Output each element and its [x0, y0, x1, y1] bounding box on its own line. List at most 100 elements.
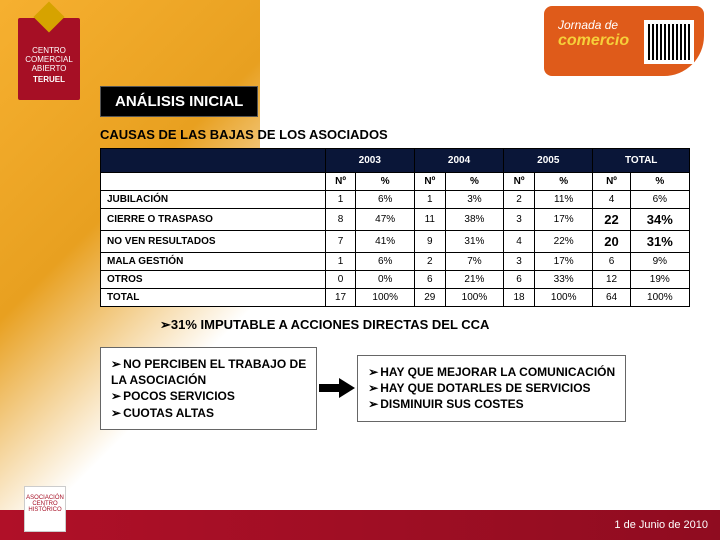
cell: 6%	[630, 191, 689, 209]
cell: 8	[325, 209, 356, 231]
cell: 4	[593, 191, 630, 209]
cell: 31%	[445, 231, 503, 253]
note-31pct: ➢31% IMPUTABLE A ACCIONES DIRECTAS DEL C…	[160, 317, 700, 333]
logo-line: TERUEL	[18, 75, 80, 84]
sub-header: %	[356, 173, 414, 191]
cell: 3	[504, 209, 535, 231]
cell: 4	[504, 231, 535, 253]
left-item: ➢POCOS SERVICIOS	[111, 388, 306, 404]
cell: 11%	[534, 191, 592, 209]
footer-date: 1 de Junio de 2010	[614, 519, 708, 531]
left-item: ➢NO PERCIBEN EL TRABAJO DE	[111, 356, 306, 372]
cell: 9%	[630, 253, 689, 271]
cell: 34%	[630, 209, 689, 231]
left-item: ➢CUOTAS ALTAS	[111, 405, 306, 421]
table-row: CIERRE O TRASPASO847%1138%317%2234%	[101, 209, 690, 231]
sub-header: Nº	[593, 173, 630, 191]
cell: 22	[593, 209, 630, 231]
slide-content: ANÁLISIS INICIAL CAUSAS DE LAS BAJAS DE …	[100, 86, 700, 430]
right-item: ➢HAY QUE MEJORAR LA COMUNICACIÓN	[368, 364, 615, 380]
cell: 18	[504, 289, 535, 307]
jornada-badge: Jornada de comercio	[544, 6, 704, 76]
cell: 38%	[445, 209, 503, 231]
cell: 1	[414, 191, 445, 209]
cell: 12	[593, 271, 630, 289]
cell: 1	[325, 191, 356, 209]
row-label: NO VEN RESULTADOS	[101, 231, 326, 253]
row-label: CIERRE O TRASPASO	[101, 209, 326, 231]
left-box: ➢NO PERCIBEN EL TRABAJO DELA ASOCIACIÓN➢…	[100, 347, 317, 430]
footer-bar: 1 de Junio de 2010	[0, 510, 720, 540]
right-item: ➢DISMINUIR SUS COSTES	[368, 396, 615, 412]
year-header: 2005	[504, 149, 593, 173]
cell: 11	[414, 209, 445, 231]
cell: 1	[325, 253, 356, 271]
table-sub-row: Nº%Nº%Nº%Nº%	[101, 173, 690, 191]
table-row: NO VEN RESULTADOS741%931%422%2031%	[101, 231, 690, 253]
cell: 100%	[630, 289, 689, 307]
cell: 100%	[534, 289, 592, 307]
row-label: JUBILACIÓN	[101, 191, 326, 209]
table-row: JUBILACIÓN16%13%211%46%	[101, 191, 690, 209]
table-row: OTROS00%621%633%1219%	[101, 271, 690, 289]
row-label: MALA GESTIÓN	[101, 253, 326, 271]
cell: 2	[414, 253, 445, 271]
cell: 100%	[356, 289, 414, 307]
cell: 29	[414, 289, 445, 307]
cell: 7%	[445, 253, 503, 271]
logo-line: CENTRO	[18, 46, 80, 55]
barcode-icon	[644, 20, 694, 64]
conclusion-columns: ➢NO PERCIBEN EL TRABAJO DELA ASOCIACIÓN➢…	[100, 347, 700, 430]
cell: 64	[593, 289, 630, 307]
year-header: TOTAL	[593, 149, 690, 173]
table-year-row: 2003 2004 2005 TOTAL	[101, 149, 690, 173]
cell: 21%	[445, 271, 503, 289]
cell: 2	[504, 191, 535, 209]
badge-line2: comercio	[558, 32, 629, 50]
cell: 41%	[356, 231, 414, 253]
arrow-icon	[317, 378, 357, 398]
bajas-table: 2003 2004 2005 TOTAL Nº%Nº%Nº%Nº% JUBILA…	[100, 148, 690, 307]
cell: 3%	[445, 191, 503, 209]
sub-header: %	[445, 173, 503, 191]
cell: 9	[414, 231, 445, 253]
cell: 17%	[534, 253, 592, 271]
sub-header: Nº	[325, 173, 356, 191]
row-label: TOTAL	[101, 289, 326, 307]
sub-header: %	[534, 173, 592, 191]
year-header: 2003	[325, 149, 414, 173]
sub-header: %	[630, 173, 689, 191]
cell: 0	[325, 271, 356, 289]
cell: 47%	[356, 209, 414, 231]
table-row: MALA GESTIÓN16%27%317%69%	[101, 253, 690, 271]
right-item: ➢HAY QUE DOTARLES DE SERVICIOS	[368, 380, 615, 396]
left-item: LA ASOCIACIÓN	[111, 372, 306, 388]
cell: 22%	[534, 231, 592, 253]
cell: 6	[504, 271, 535, 289]
cell: 6%	[356, 253, 414, 271]
cell: 17	[325, 289, 356, 307]
cell: 6	[414, 271, 445, 289]
slide-title: ANÁLISIS INICIAL	[100, 86, 258, 117]
logo-line: ABIERTO	[18, 64, 80, 73]
cell: 6%	[356, 191, 414, 209]
sub-header: Nº	[504, 173, 535, 191]
cell: 0%	[356, 271, 414, 289]
cell: 17%	[534, 209, 592, 231]
slide-subtitle: CAUSAS DE LAS BAJAS DE LOS ASOCIADOS	[100, 127, 700, 142]
cell: 19%	[630, 271, 689, 289]
footer-logo: ASOCIACIÓN CENTRO HISTÓRICO	[24, 486, 66, 532]
cell: 20	[593, 231, 630, 253]
cell: 6	[593, 253, 630, 271]
table-row: TOTAL17100%29100%18100%64100%	[101, 289, 690, 307]
row-label: OTROS	[101, 271, 326, 289]
note-31pct-text: 31% IMPUTABLE A ACCIONES DIRECTAS DEL CC…	[171, 317, 490, 332]
cell: 100%	[445, 289, 503, 307]
cell: 3	[504, 253, 535, 271]
right-box: ➢HAY QUE MEJORAR LA COMUNICACIÓN➢HAY QUE…	[357, 355, 626, 422]
cell: 31%	[630, 231, 689, 253]
cell: 7	[325, 231, 356, 253]
cell: 33%	[534, 271, 592, 289]
logo-line: COMERCIAL	[18, 55, 80, 64]
sub-header: Nº	[414, 173, 445, 191]
